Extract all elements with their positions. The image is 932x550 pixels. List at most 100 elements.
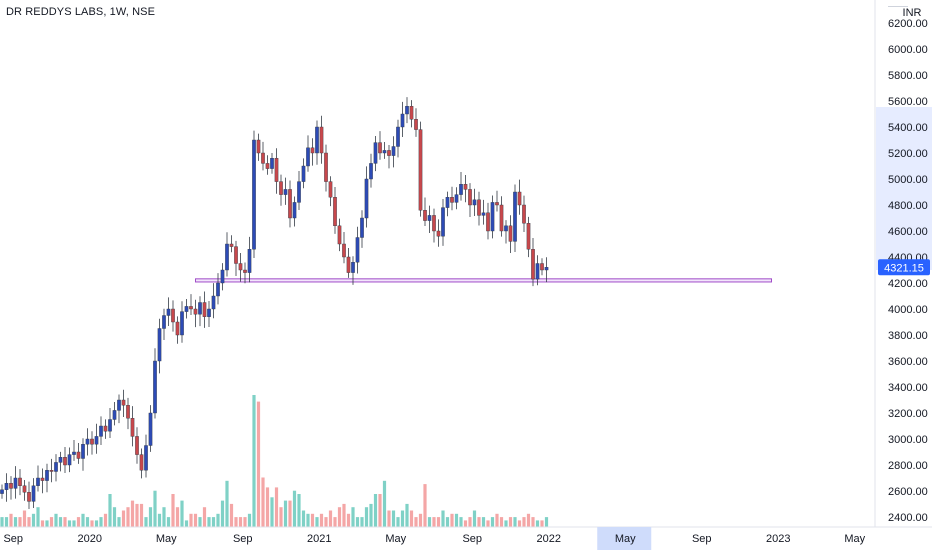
- candle[interactable]: [432, 208, 436, 243]
- candle[interactable]: [112, 401, 117, 426]
- candle[interactable]: [526, 216, 531, 258]
- candle[interactable]: [252, 130, 256, 259]
- candle[interactable]: [180, 301, 184, 343]
- candle[interactable]: [508, 215, 513, 253]
- candle[interactable]: [220, 263, 225, 291]
- candle[interactable]: [540, 258, 544, 276]
- candle[interactable]: [27, 481, 31, 509]
- candle[interactable]: [472, 188, 477, 217]
- candle[interactable]: [139, 448, 144, 479]
- candle[interactable]: [126, 397, 130, 430]
- candle[interactable]: [301, 158, 306, 189]
- candle[interactable]: [513, 184, 517, 253]
- candle[interactable]: [18, 469, 22, 496]
- candle[interactable]: [54, 454, 58, 482]
- candle[interactable]: [400, 101, 405, 138]
- candle[interactable]: [238, 252, 243, 282]
- candle[interactable]: [522, 195, 526, 233]
- candle[interactable]: [427, 205, 432, 233]
- candle[interactable]: [153, 348, 157, 419]
- candle[interactable]: [243, 262, 247, 284]
- candle[interactable]: [369, 153, 373, 188]
- candle[interactable]: [544, 257, 549, 283]
- candle[interactable]: [342, 232, 346, 264]
- candle[interactable]: [157, 318, 162, 374]
- candle[interactable]: [396, 119, 400, 158]
- candle[interactable]: [409, 100, 414, 128]
- candle[interactable]: [216, 273, 220, 305]
- candle[interactable]: [288, 180, 292, 228]
- candle[interactable]: [373, 135, 378, 172]
- candle[interactable]: [265, 155, 270, 175]
- candle[interactable]: [450, 186, 454, 211]
- candle[interactable]: [211, 283, 216, 319]
- candle[interactable]: [40, 468, 45, 494]
- candle[interactable]: [274, 148, 279, 194]
- support-zone[interactable]: [195, 278, 772, 283]
- candle[interactable]: [198, 296, 202, 327]
- candle[interactable]: [76, 443, 81, 464]
- candle[interactable]: [423, 197, 427, 227]
- candle[interactable]: [486, 202, 490, 240]
- candle[interactable]: [306, 135, 310, 172]
- candle[interactable]: [103, 419, 108, 439]
- candle[interactable]: [94, 423, 99, 454]
- candle[interactable]: [445, 191, 450, 217]
- candle[interactable]: [292, 196, 297, 227]
- candle[interactable]: [121, 389, 126, 418]
- candle[interactable]: [81, 438, 85, 471]
- candle[interactable]: [315, 120, 319, 165]
- candle[interactable]: [13, 466, 18, 499]
- candle[interactable]: [162, 308, 166, 340]
- candle[interactable]: [31, 478, 36, 509]
- candle[interactable]: [9, 476, 13, 500]
- candle[interactable]: [247, 236, 252, 283]
- candle[interactable]: [333, 187, 337, 234]
- candle[interactable]: [364, 166, 369, 228]
- candle[interactable]: [207, 300, 211, 327]
- candle[interactable]: [108, 408, 112, 438]
- candle[interactable]: [495, 190, 499, 212]
- candle[interactable]: [49, 458, 54, 483]
- candle[interactable]: [90, 431, 94, 455]
- candle[interactable]: [531, 238, 535, 287]
- candle[interactable]: [144, 434, 148, 478]
- candle[interactable]: [117, 394, 121, 424]
- candle[interactable]: [324, 144, 328, 192]
- candle[interactable]: [193, 299, 198, 328]
- candle[interactable]: [202, 291, 207, 328]
- candle[interactable]: [270, 153, 274, 174]
- candle[interactable]: [490, 195, 495, 239]
- candle[interactable]: [256, 133, 261, 161]
- candle[interactable]: [535, 255, 540, 286]
- candle[interactable]: [45, 463, 49, 493]
- candle[interactable]: [4, 473, 9, 502]
- candle[interactable]: [481, 199, 486, 225]
- candle[interactable]: [337, 218, 342, 252]
- candle[interactable]: [72, 440, 76, 461]
- candle[interactable]: [382, 141, 387, 159]
- candle[interactable]: [22, 479, 27, 501]
- candle[interactable]: [130, 406, 135, 447]
- candle[interactable]: [0, 484, 4, 499]
- candle[interactable]: [225, 232, 229, 277]
- candle[interactable]: [189, 294, 193, 315]
- candle[interactable]: [148, 405, 153, 452]
- candle[interactable]: [360, 210, 364, 248]
- candle[interactable]: [414, 108, 418, 137]
- candle[interactable]: [166, 297, 171, 327]
- candle[interactable]: [99, 416, 103, 445]
- candle[interactable]: [499, 196, 504, 237]
- candle[interactable]: [63, 447, 67, 474]
- candle[interactable]: [459, 171, 463, 201]
- candle[interactable]: [135, 427, 139, 464]
- candle[interactable]: [67, 447, 72, 473]
- candle[interactable]: [436, 219, 441, 247]
- candle[interactable]: [463, 174, 468, 203]
- candle[interactable]: [391, 136, 396, 168]
- candle[interactable]: [184, 298, 189, 319]
- candle[interactable]: [418, 121, 423, 217]
- candle[interactable]: [234, 240, 238, 276]
- candle[interactable]: [36, 465, 40, 492]
- candle[interactable]: [319, 115, 324, 164]
